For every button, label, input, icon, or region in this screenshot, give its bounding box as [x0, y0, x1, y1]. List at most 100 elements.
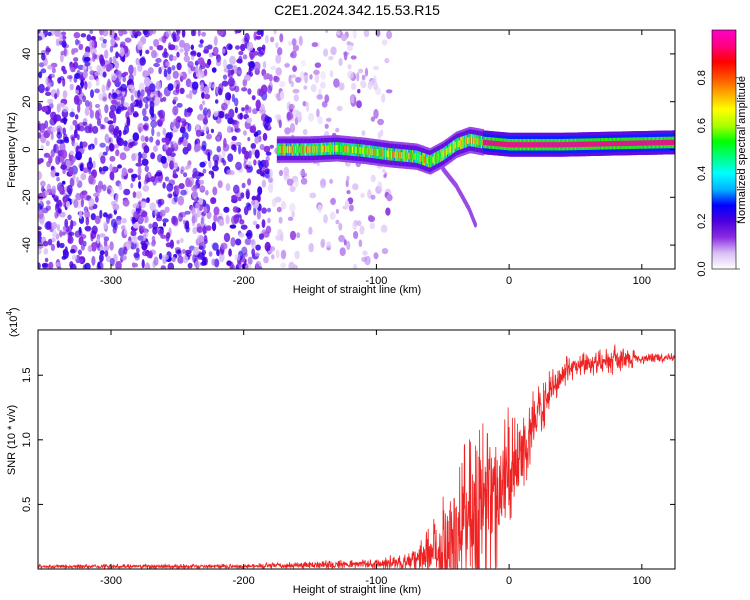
noise-cell [38, 102, 43, 111]
noise-cell [85, 46, 91, 54]
noise-cell [38, 35, 43, 41]
noise-cell [294, 250, 300, 260]
noise-cell [60, 53, 64, 63]
signal-cell [322, 145, 324, 153]
noise-cell [200, 214, 205, 224]
noise-cell [86, 34, 92, 42]
noise-cell [119, 152, 127, 161]
colorbar-tick-label: 0.8 [696, 70, 708, 85]
noise-cell [195, 65, 199, 75]
noise-cell [294, 178, 299, 188]
noise-cell [163, 86, 171, 97]
noise-cell [255, 224, 260, 229]
noise-cell [89, 39, 95, 50]
noise-cell [103, 221, 108, 230]
noise-cell [271, 254, 275, 260]
noise-cell [227, 69, 231, 77]
noise-cell [84, 106, 90, 116]
noise-cell [276, 206, 282, 213]
signal-cell [361, 147, 363, 154]
x-tick-label: -200 [233, 575, 255, 587]
noise-cell [60, 50, 65, 56]
noise-cell [62, 196, 68, 203]
noise-cell [298, 35, 303, 46]
signal-cell [555, 142, 558, 148]
noise-cell [227, 153, 234, 163]
signal-cell [616, 140, 618, 147]
noise-cell [59, 242, 65, 249]
noise-cell [223, 137, 227, 148]
noise-cell [68, 231, 75, 236]
noise-cell [172, 70, 179, 79]
signal-cell [460, 139, 463, 147]
noise-cell [213, 110, 219, 117]
noise-cell [310, 84, 317, 93]
noise-cell [40, 129, 45, 134]
noise-cell [124, 37, 132, 43]
noise-cell [158, 252, 163, 260]
noise-cell [242, 130, 247, 136]
noise-cell [226, 169, 232, 176]
noise-cell [352, 30, 357, 39]
noise-cell [56, 240, 60, 248]
noise-cell [170, 122, 175, 128]
noise-cell [164, 206, 170, 213]
noise-cell [170, 152, 176, 158]
noise-cell [122, 199, 130, 207]
noise-cell [235, 141, 242, 147]
noise-cell [192, 172, 196, 179]
noise-cell [161, 137, 167, 143]
noise-cell [254, 252, 260, 257]
noise-cell [115, 36, 120, 41]
noise-cell [293, 94, 299, 102]
snr-multiplier: (x104) [5, 307, 20, 337]
noise-cell [234, 106, 238, 114]
noise-cell [207, 58, 212, 66]
noise-cell [61, 35, 67, 40]
noise-cell [62, 248, 68, 255]
noise-cell [38, 159, 42, 165]
noise-cell [170, 141, 174, 151]
noise-cell [370, 78, 378, 87]
noise-cell [47, 98, 54, 105]
noise-cell [278, 216, 283, 224]
noise-cell [247, 178, 252, 186]
noise-cell [353, 231, 359, 239]
signal-cell [421, 155, 424, 162]
colorbar-tick-label: 0.2 [696, 214, 708, 229]
noise-cell [314, 74, 320, 84]
noise-cell [277, 47, 283, 56]
noise-cell [142, 250, 149, 257]
snr-x-ticks: -300 -200 -100 0 100 [100, 330, 651, 587]
noise-cell [90, 89, 94, 99]
noise-cell [185, 225, 190, 233]
noise-cell [326, 241, 332, 249]
signal-cell [543, 142, 546, 148]
noise-cell [194, 143, 201, 152]
noise-cell [109, 155, 116, 162]
noise-cell [45, 47, 51, 53]
noise-cell [234, 97, 239, 107]
noise-cell [321, 101, 328, 108]
noise-cell [47, 79, 52, 89]
noise-cell [52, 229, 57, 238]
noise-cell [289, 123, 296, 133]
spectrogram-marks [38, 30, 675, 269]
noise-cell [57, 263, 61, 268]
noise-cell [42, 240, 49, 247]
noise-cell [138, 181, 142, 189]
noise-cell [171, 256, 176, 263]
noise-cell [140, 89, 145, 97]
noise-cell [107, 120, 114, 125]
noise-cell [267, 217, 271, 224]
noise-cell [54, 30, 61, 37]
noise-cell [247, 137, 251, 142]
noise-cell [114, 43, 118, 48]
signal-cell [318, 145, 320, 153]
noise-cell [102, 151, 108, 156]
noise-cell [149, 136, 154, 143]
noise-cell [273, 76, 280, 83]
noise-cell [353, 263, 358, 269]
signal-cell [518, 142, 520, 148]
